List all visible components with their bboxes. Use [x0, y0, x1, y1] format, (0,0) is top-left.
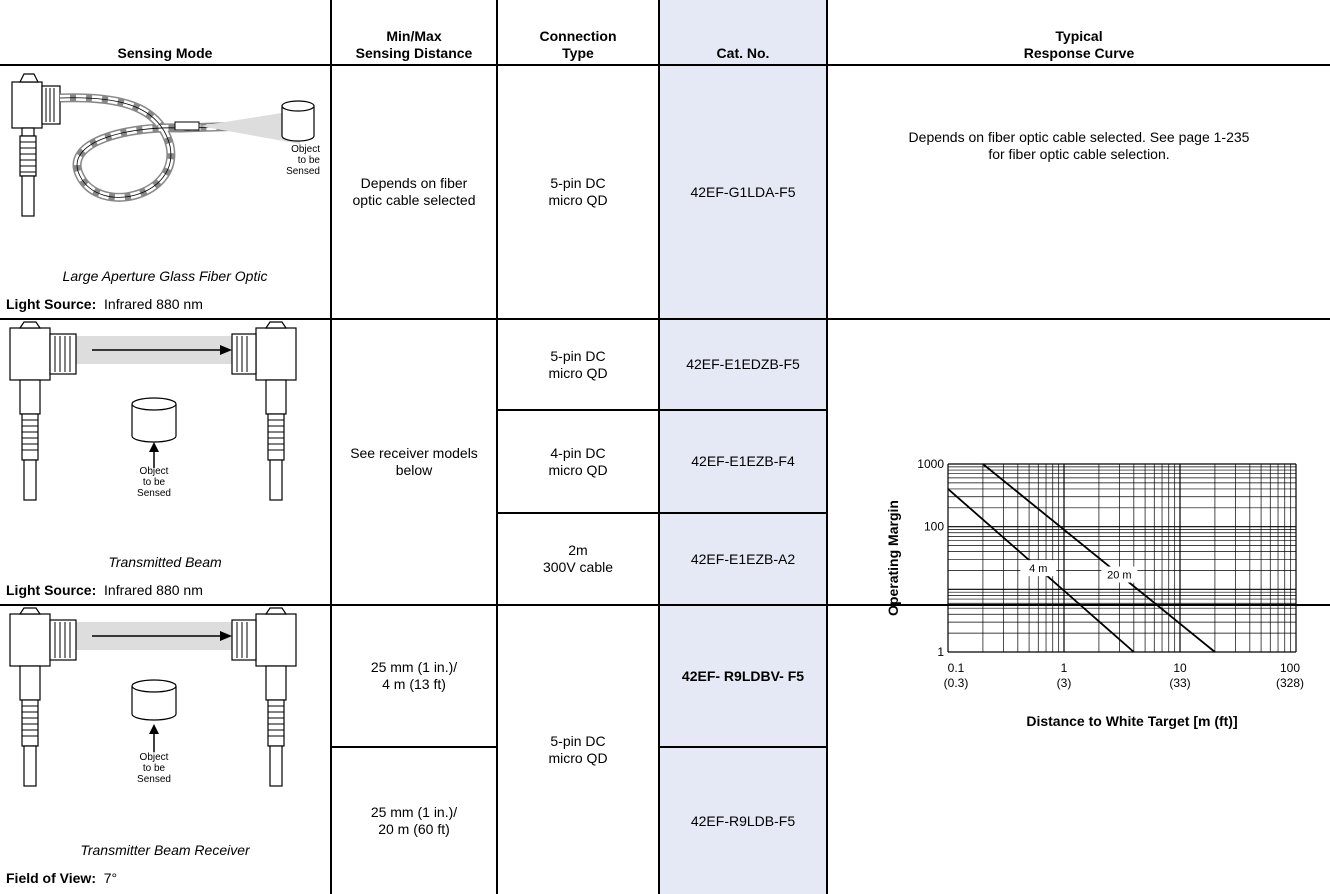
row3-caption: Transmitter Beam Receiver: [80, 842, 250, 858]
x-tick-label: 1: [1061, 661, 1068, 675]
transmitter-receiver-illustration: [9, 607, 297, 787]
row2-distance: See receiver models below: [350, 445, 478, 478]
y-axis-label: Operating Margin: [885, 500, 901, 616]
row3-object-label: Object to be Sensed: [137, 752, 171, 785]
fiber-optic-illustration: [11, 73, 315, 217]
y-tick-label: 100: [924, 520, 944, 534]
x-axis-label: Distance to White Target [m (ft)]: [1026, 713, 1237, 729]
series-label-bg: [1020, 560, 1057, 577]
row2-cat-no-2: 42EF-E1EZB-F4: [691, 453, 795, 469]
row2-connection-2: 4-pin DC micro QD: [548, 444, 608, 478]
row2-cat-no-1: 42EF-E1EDZB-F5: [686, 356, 800, 372]
header-sensing-distance: Min/Max Sensing Distance: [355, 28, 473, 61]
series-line: [982, 463, 1216, 653]
y-tick-label: 1: [937, 645, 944, 659]
row1-spec: Light Source: Infrared 880 nm: [6, 296, 203, 312]
vrule-2: [496, 0, 498, 894]
vrule-1: [330, 0, 332, 894]
rule-row3a-dist: [330, 746, 496, 748]
row3-cat-no-2: 42EF-R9LDB-F5: [690, 812, 796, 829]
series-label-bg: [1101, 566, 1138, 583]
x-tick-sublabel: (0.3): [944, 676, 969, 690]
rule-row1: [0, 318, 1330, 320]
x-tick-label: 0.1: [948, 661, 965, 675]
header-sensing-mode: Sensing Mode: [117, 45, 213, 61]
rule-header: [0, 64, 1330, 66]
header-connection-type: Connection Type: [539, 28, 617, 61]
row2-connection-1: 5-pin DC micro QD: [548, 347, 608, 381]
row2-connection-3: 2m 300V cable: [542, 542, 614, 575]
row3-cat-no-1: 42EF- R9LDBV- F5: [681, 667, 805, 684]
x-tick-sublabel: (328): [1276, 676, 1304, 690]
header-response-curve: Typical Response Curve: [1023, 28, 1135, 61]
row2-object-label: Object to be Sensed: [137, 466, 171, 499]
row1-connection: 5-pin DC micro QD: [548, 175, 608, 208]
row2-spec: Light Source: Infrared 880 nm: [6, 582, 203, 598]
header-cat-no: Cat. No.: [716, 45, 770, 61]
vrule-4: [826, 0, 828, 894]
row1-caption: Large Aperture Glass Fiber Optic: [62, 268, 268, 284]
row1-response-note: Depends on fiber optic cable selected. S…: [908, 129, 1250, 162]
row3-connection: 5-pin DC micro QD: [548, 733, 608, 766]
x-tick-sublabel: (3): [1057, 676, 1072, 690]
x-tick-label: 100: [1280, 661, 1300, 675]
series-label: 4 m: [1029, 563, 1047, 575]
cat-no-column-shade: [660, 0, 826, 894]
rule-row3a-cat: [658, 746, 828, 748]
row1-cat-no: 42EF-G1LDA-F5: [690, 183, 796, 200]
y-tick-label: 1000: [917, 457, 944, 471]
row1-object-label: Object to be Sensed: [286, 144, 320, 177]
x-tick-label: 10: [1173, 661, 1187, 675]
row3-spec: Field of View: 7°: [6, 870, 118, 886]
series-label: 20 m: [1107, 570, 1131, 582]
rule-row2: [0, 604, 1330, 606]
rule-row2b: [496, 512, 828, 514]
row3-distance-2: 25 mm (1 in.)/20 m (60 ft): [370, 804, 458, 837]
transmitted-beam-illustration: [9, 321, 297, 501]
row1-distance: Depends on fiber optic cable selected: [352, 175, 476, 208]
response-curve-chart: 4 m20 m110010000.1(0.3)1(3)10(33)100(328…: [885, 457, 1304, 729]
row2-caption: Transmitted Beam: [108, 554, 222, 570]
row3-distance-1: 25 mm (1 in.)/4 m (13 ft): [370, 659, 458, 692]
vrule-3: [658, 0, 660, 894]
rule-row2a: [496, 409, 828, 411]
x-tick-sublabel: (33): [1169, 676, 1190, 690]
row2-cat-no-3: 42EF-E1EZB-A2: [690, 550, 796, 567]
